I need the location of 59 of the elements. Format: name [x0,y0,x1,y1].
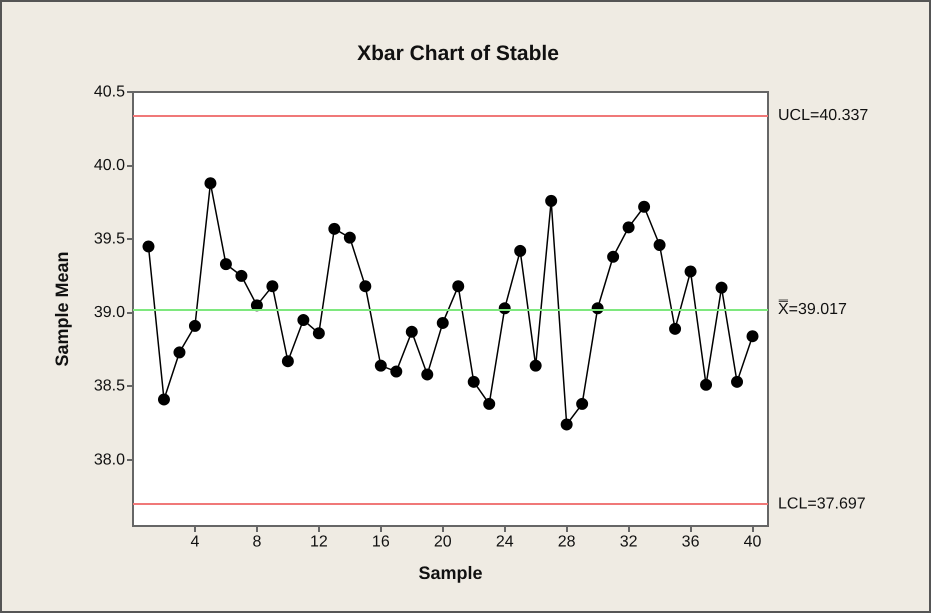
point [188,320,201,332]
x-tick-label: 32 [620,534,638,550]
x-tick-label: 4 [190,534,200,550]
point [235,270,248,282]
point [468,376,480,388]
point [266,280,278,292]
y-tick-label: 40.0 [94,157,126,174]
y-axis-title: Sample Mean [52,251,72,367]
point [607,250,620,263]
point [359,280,372,292]
x-axis-title: Sample [418,563,483,583]
y-tick-label: 40.5 [94,84,126,100]
point [204,177,216,190]
point [731,376,744,388]
x-tick-label: 40 [744,534,762,550]
point [638,200,650,213]
x-tick-label: 24 [496,534,514,550]
point [390,366,402,378]
point [560,418,573,430]
point [622,221,635,234]
point [312,327,325,340]
x-tick-label: 36 [682,534,700,550]
point [436,316,449,329]
point [576,398,588,410]
ref-line-label: X̿=39.017 [778,299,848,318]
y-tick-label: 38.5 [94,378,126,395]
x-tick-label: 16 [372,534,390,550]
point [514,244,526,257]
point [421,368,434,380]
point [452,280,464,292]
y-tick-label: 39.0 [94,304,126,322]
x-tick-label: 28 [558,534,576,550]
point [483,398,496,410]
y-tick-label: 39.5 [94,230,126,248]
point [700,378,712,391]
point [746,330,759,342]
point [545,194,558,207]
point [530,360,542,372]
point [142,240,154,252]
ref-line-label: LCL=37.697 [778,495,866,512]
point [716,282,728,294]
point [158,393,170,406]
x-tick-label: 20 [434,534,452,550]
point [684,265,697,278]
point [344,232,356,244]
point [406,326,418,338]
point [173,346,186,358]
point [654,239,666,251]
point [669,322,682,335]
point [220,258,232,270]
point [374,360,387,372]
x-tick-label: 8 [252,534,262,550]
chart-title: Xbar Chart of Stable [357,42,559,65]
ref-line-label: UCL=40.337 [778,107,868,124]
point [297,314,310,326]
x-tick-label: 12 [310,534,328,550]
y-tick-label: 38.0 [94,451,126,468]
point [328,222,340,235]
point [282,355,294,368]
